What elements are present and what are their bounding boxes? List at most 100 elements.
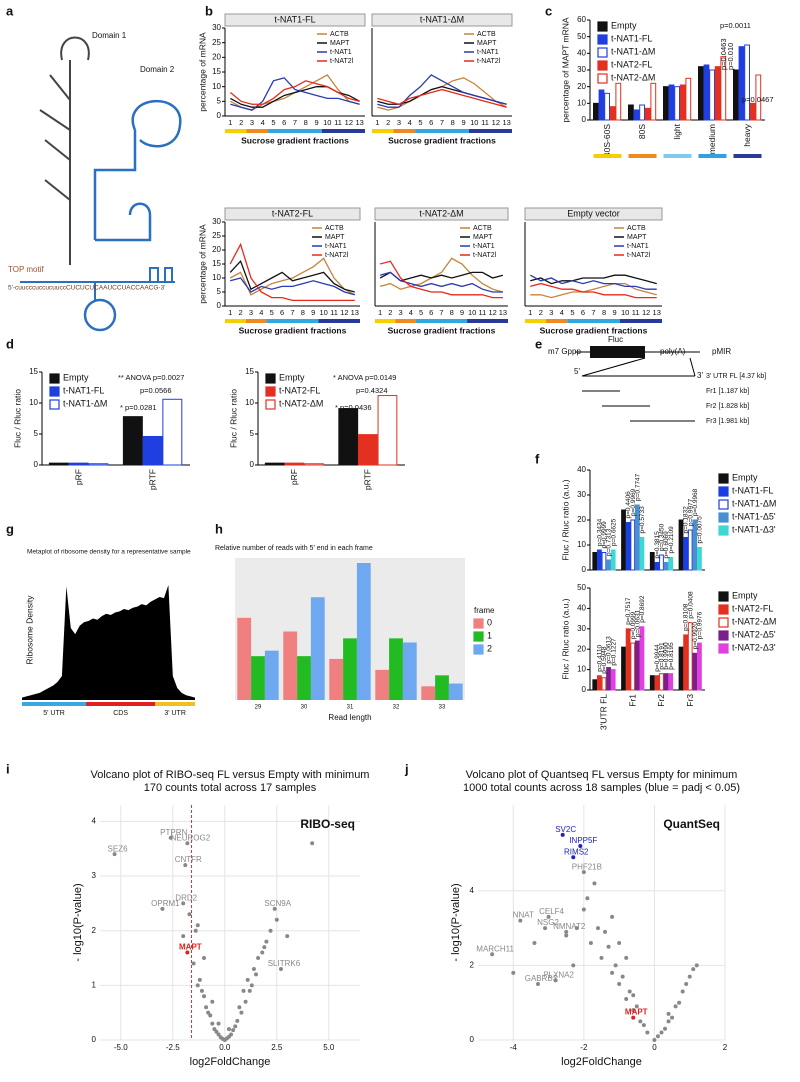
- legend-label: t-NAT1-FL: [611, 33, 652, 43]
- annotation: p=0.0463: [719, 39, 728, 71]
- fluc-box: [590, 346, 645, 358]
- annotation: p=0.9920: [692, 622, 699, 650]
- legend-label: t-NAT2-ΔM: [279, 398, 323, 408]
- density-area: [22, 585, 195, 700]
- chart-title: t-NAT1-ΔM: [420, 14, 464, 24]
- point: [606, 944, 611, 949]
- x-tick-label: -2: [580, 1043, 588, 1052]
- fraction-band: [266, 319, 319, 323]
- x-tick-label: 4: [261, 118, 265, 127]
- point: [588, 941, 593, 946]
- x-tick-label: 13: [499, 308, 507, 317]
- legend-label: t-NAT1-Δ5': [732, 511, 776, 521]
- gene-label: SCN9A: [264, 899, 291, 908]
- x-tick-label: 6: [429, 118, 433, 127]
- x-axis-label: Sucrose gradient fractions: [239, 325, 347, 335]
- legend-swatch: [718, 591, 729, 602]
- bar: [356, 563, 371, 700]
- point: [239, 1010, 244, 1015]
- x-tick-label: 3: [250, 118, 254, 127]
- legend-swatch: [473, 631, 484, 642]
- x-tick-label: 0: [652, 1043, 657, 1052]
- bar: [601, 552, 607, 571]
- bar: [237, 617, 252, 700]
- chart-title: t-NAT1-FL: [274, 14, 315, 24]
- point: [274, 917, 279, 922]
- x-tick-label: 80S: [637, 124, 647, 139]
- legend-swatch: [718, 630, 729, 641]
- x-tick-label: 1: [375, 118, 379, 127]
- point: [673, 1004, 678, 1009]
- bar: [697, 642, 702, 691]
- series-line: [379, 257, 504, 293]
- bar: [654, 675, 660, 691]
- y-tick-label: 5: [34, 429, 39, 438]
- chart-title: Relative number of reads with 5' end in …: [215, 545, 373, 552]
- bar: [343, 638, 357, 700]
- y-tick-label: 2: [92, 926, 97, 935]
- point: [233, 1024, 238, 1029]
- domain-label: Domain 2: [140, 65, 175, 74]
- bar: [654, 562, 660, 571]
- bar: [697, 547, 702, 571]
- x-tick-label: 12: [488, 308, 496, 317]
- bar: [738, 46, 745, 121]
- point: [532, 941, 537, 946]
- legend-label: Empty: [63, 372, 89, 382]
- legend-label: t-NAT1-ΔM: [611, 46, 655, 56]
- y-tick-label: 5: [217, 287, 222, 296]
- y-tick-label: 0: [250, 460, 255, 469]
- x-tick-label: 4: [259, 308, 263, 317]
- point: [666, 1019, 671, 1024]
- y-axis-label: Fluc / Rluc ratio: [12, 389, 22, 448]
- x-tick-label: 13: [502, 118, 510, 127]
- panel-label: h: [215, 521, 223, 536]
- panel-label: c: [545, 3, 552, 18]
- y-tick-label: 15: [29, 367, 38, 376]
- y-tick-label: 0: [582, 115, 587, 124]
- x-tick-label: 3: [549, 308, 553, 317]
- legend-label: t-NAT2-Δ5': [732, 629, 776, 639]
- bar: [679, 84, 686, 121]
- x-axis-label: log2FoldChange: [190, 1056, 271, 1068]
- x-tick-label: 2: [238, 308, 242, 317]
- gene-label: RIMS2: [564, 847, 589, 856]
- bar: [649, 675, 655, 691]
- bar: [621, 509, 626, 571]
- x-tick-label: Fr3: [685, 694, 695, 707]
- x-tick-label: 10: [468, 308, 476, 317]
- point: [191, 961, 196, 966]
- point: [599, 955, 604, 960]
- bar: [596, 549, 602, 571]
- point: [208, 1013, 213, 1018]
- bar: [683, 537, 689, 571]
- bar: [639, 626, 645, 691]
- y-tick-label: 40: [577, 465, 586, 474]
- gene-label: INPP5F: [569, 836, 597, 845]
- annotation: p=0.3450: [659, 523, 666, 551]
- legend-label: 2: [487, 643, 492, 653]
- series-line: [377, 77, 507, 111]
- legend-swatch: [718, 525, 729, 536]
- bar: [338, 408, 359, 466]
- bar: [692, 519, 698, 571]
- y-tick-label: 30: [577, 65, 586, 74]
- y-tick-label: 30: [577, 624, 586, 633]
- y-tick-label: 15: [212, 67, 221, 76]
- annotation: p=0.4110: [596, 645, 603, 672]
- stem: [39, 36, 90, 265]
- x-tick-label: 12: [340, 308, 348, 317]
- y-tick-label: 20: [212, 52, 221, 61]
- point: [245, 977, 250, 982]
- x-tick-label: 32: [393, 705, 400, 711]
- point: [687, 974, 692, 979]
- bar: [606, 559, 611, 571]
- x-tick-label: 2.5: [271, 1043, 283, 1052]
- x-axis-label: Sucrose gradient fractions: [388, 135, 496, 145]
- fragment-label: 3' UTR FL [4.37 kb]: [706, 373, 766, 380]
- chart-title: 170 counts total across 17 samples: [144, 782, 317, 794]
- point: [202, 994, 206, 999]
- title-strip: [224, 13, 366, 27]
- bar: [663, 673, 669, 691]
- legend-swatch: [597, 34, 608, 45]
